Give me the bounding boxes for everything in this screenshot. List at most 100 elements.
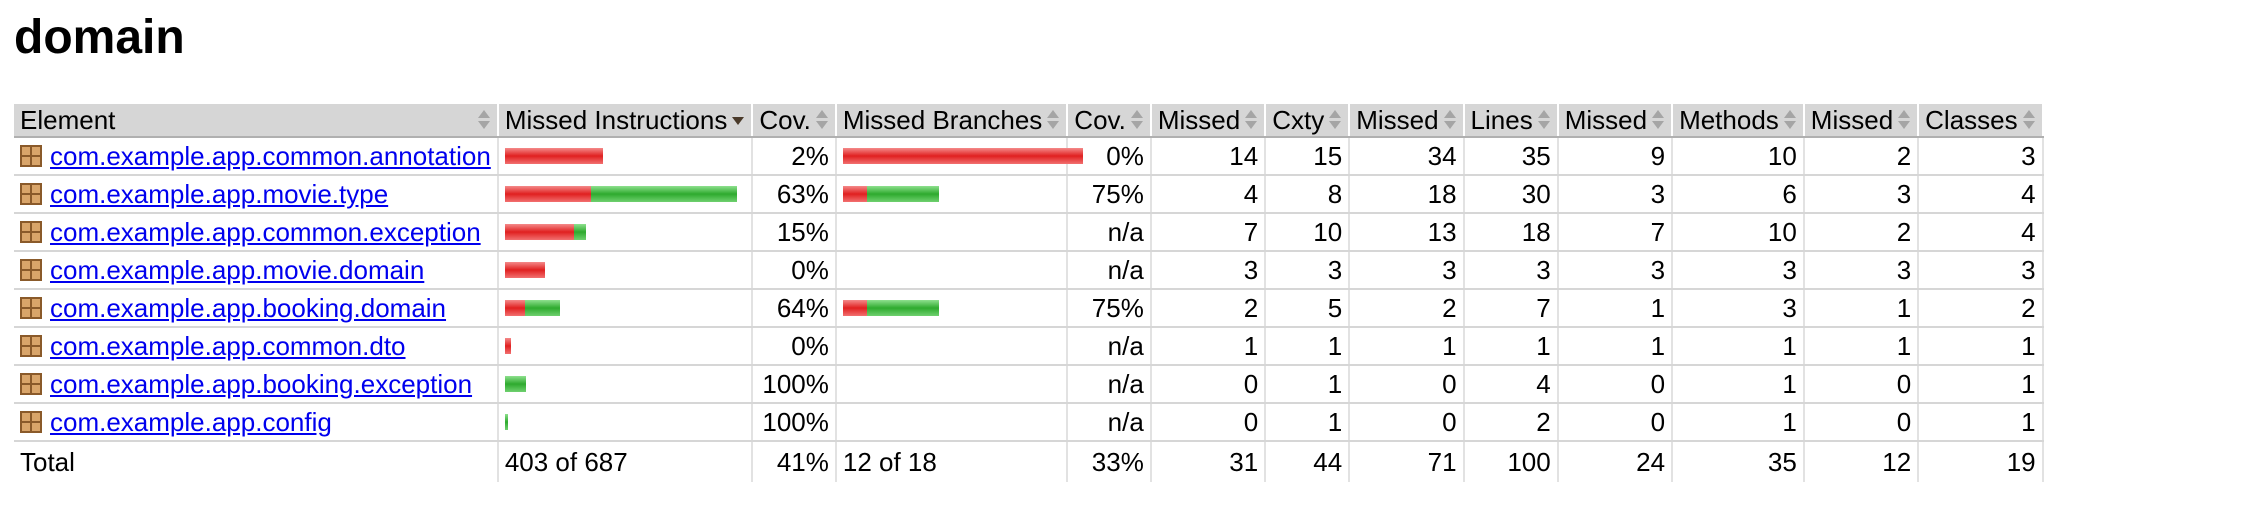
package-icon	[20, 145, 42, 167]
element-cell: com.example.app.common.dto	[14, 327, 499, 366]
package-entry: com.example.app.booking.domain	[20, 293, 491, 324]
classes: 4	[1918, 175, 2044, 214]
element-cell: com.example.app.movie.domain	[14, 251, 499, 290]
package-entry: com.example.app.movie.type	[20, 179, 491, 210]
package-link[interactable]: com.example.app.common.annotation	[50, 140, 491, 171]
branch-bar-cell	[835, 213, 1069, 252]
missed-complexity: 4	[1150, 175, 1267, 214]
missed-classes: 0	[1803, 365, 1920, 404]
header-instruction-coverage[interactable]: Cov.	[752, 104, 837, 138]
missed-classes: 1	[1803, 327, 1920, 366]
header-complexity[interactable]: Cxty	[1265, 104, 1351, 138]
package-link[interactable]: com.example.app.booking.exception	[50, 368, 473, 399]
instruction-coverage: 100%	[752, 365, 837, 404]
missed-lines: 0	[1349, 403, 1465, 442]
branch-bar-cell	[835, 403, 1069, 442]
header-missed-methods[interactable]: Missed	[1557, 104, 1674, 138]
missed-lines: 13	[1349, 213, 1465, 252]
sort-icon	[2022, 109, 2036, 131]
instruction-coverage-bar	[504, 186, 746, 202]
missed-complexity: 1	[1150, 327, 1267, 366]
missed-lines: 3	[1349, 251, 1465, 290]
instruction-coverage: 0%	[752, 327, 837, 366]
table-row: com.example.app.movie.domain 0% n/a 3 3 3 3 3 3 3…	[14, 251, 2044, 290]
missed-complexity: 7	[1150, 213, 1267, 252]
branch-coverage-bar	[842, 148, 1083, 164]
header-element-label: Element	[20, 104, 116, 135]
covered-instructions-bar	[504, 376, 526, 392]
header-missed-lines[interactable]: Missed	[1349, 104, 1465, 138]
element-cell: com.example.app.common.annotation	[14, 137, 499, 176]
instruction-coverage-bar	[504, 300, 746, 316]
header-methods-label: Methods	[1679, 104, 1779, 135]
package-icon	[20, 411, 42, 433]
instruction-bar-cell	[497, 289, 754, 328]
header-missed-complexity[interactable]: Missed	[1150, 104, 1267, 138]
header-classes[interactable]: Classes	[1918, 104, 2044, 138]
complexity: 15	[1265, 137, 1351, 176]
package-entry: com.example.app.common.exception	[20, 217, 491, 248]
lines: 7	[1463, 289, 1559, 328]
element-cell: com.example.app.booking.exception	[14, 365, 499, 404]
header-lines-label: Lines	[1470, 104, 1533, 135]
instruction-coverage-bar	[504, 338, 746, 354]
missed-instructions-bar	[504, 186, 591, 202]
package-entry: com.example.app.common.dto	[20, 331, 491, 362]
header-missed-complexity-label: Missed	[1157, 104, 1241, 135]
header-missed-branches[interactable]: Missed Branches	[835, 104, 1069, 138]
element-cell: com.example.app.common.exception	[14, 213, 499, 252]
branch-coverage: n/a	[1067, 327, 1152, 366]
package-link[interactable]: com.example.app.common.dto	[50, 330, 406, 361]
branch-bar-cell	[835, 327, 1069, 366]
total-methods: 35	[1672, 441, 1805, 482]
total-complexity: 44	[1265, 441, 1351, 482]
missed-methods: 1	[1557, 289, 1674, 328]
header-missed-classes[interactable]: Missed	[1803, 104, 1920, 138]
package-link[interactable]: com.example.app.common.exception	[50, 216, 481, 247]
table-row: com.example.app.common.annotation 2% 0% 14 1…	[14, 137, 2044, 176]
classes: 2	[1918, 289, 2044, 328]
total-branch-coverage: 33%	[1067, 441, 1152, 482]
instruction-bar-cell	[497, 175, 754, 214]
header-methods[interactable]: Methods	[1672, 104, 1805, 138]
lines: 4	[1463, 365, 1559, 404]
header-missed-instructions[interactable]: Missed Instructions	[497, 104, 754, 138]
branch-coverage-bar	[842, 300, 1060, 316]
missed-methods: 0	[1557, 403, 1674, 442]
table-header-row: Element Missed Instructions Cov. Missed …	[14, 104, 2044, 138]
header-missed-instructions-label: Missed Instructions	[504, 104, 728, 135]
missed-branches-bar	[842, 186, 867, 202]
package-link[interactable]: com.example.app.booking.domain	[50, 292, 447, 323]
total-row: Total 403 of 687 41% 12 of 18 33% 31 44 …	[14, 441, 2044, 482]
classes: 1	[1918, 403, 2044, 442]
package-link[interactable]: com.example.app.movie.domain	[50, 254, 425, 285]
total-instructions: 403 of 687	[497, 441, 754, 482]
header-lines[interactable]: Lines	[1463, 104, 1559, 138]
missed-instructions-bar	[504, 148, 604, 164]
table-body: com.example.app.common.annotation 2% 0% 14 1…	[14, 137, 2044, 442]
missed-classes: 0	[1803, 403, 1920, 442]
branch-coverage-bar	[842, 186, 1060, 202]
coverage-table: Element Missed Instructions Cov. Missed …	[14, 104, 2044, 482]
header-branch-coverage-label: Cov.	[1074, 104, 1126, 135]
sort-icon	[477, 109, 491, 131]
header-classes-label: Classes	[1925, 104, 2018, 135]
missed-instructions-bar	[504, 300, 525, 316]
package-link[interactable]: com.example.app.movie.type	[50, 178, 389, 209]
branch-bar-cell	[835, 137, 1083, 176]
header-branch-coverage[interactable]: Cov.	[1067, 104, 1152, 138]
covered-instructions-bar	[504, 414, 509, 430]
covered-instructions-bar	[524, 300, 561, 316]
complexity: 10	[1265, 213, 1351, 252]
missed-classes: 3	[1803, 175, 1920, 214]
sort-icon	[1046, 109, 1060, 131]
header-missed-methods-label: Missed	[1564, 104, 1648, 135]
header-element[interactable]: Element	[14, 104, 499, 138]
branch-coverage: 75%	[1067, 289, 1152, 328]
missed-lines: 2	[1349, 289, 1465, 328]
sort-icon	[1537, 109, 1551, 131]
complexity: 8	[1265, 175, 1351, 214]
table-row: com.example.app.config 100% n/a 0 1 0 2 0 1 0 1	[14, 403, 2044, 442]
package-link[interactable]: com.example.app.config	[50, 406, 332, 437]
sort-icon	[1244, 109, 1258, 131]
